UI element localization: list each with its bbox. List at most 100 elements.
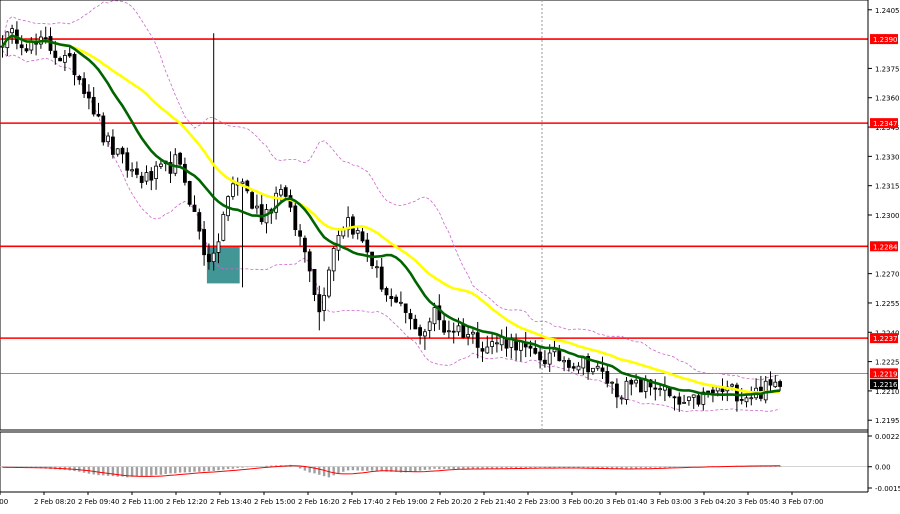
candle-body [293, 205, 298, 231]
candle-body [418, 327, 423, 336]
candle-body [158, 163, 163, 167]
candle-body [149, 171, 154, 181]
x-tick-label: 2 Feb 23:00 [518, 498, 559, 506]
candle-body [711, 389, 715, 394]
candle-body [72, 53, 77, 75]
x-tick-label: 2 Feb 12:20 [166, 498, 207, 506]
candle-body [230, 183, 235, 197]
candle-body [475, 332, 480, 348]
candle-body [706, 390, 710, 393]
candle-body [403, 303, 408, 313]
candle-body [427, 321, 432, 331]
candle-body [331, 248, 336, 272]
candle-body [615, 383, 619, 398]
candle-body [763, 380, 768, 401]
candle-body [643, 379, 648, 392]
candle-body [111, 136, 115, 155]
candle-body [576, 365, 581, 371]
candle-body [461, 323, 466, 338]
x-tick-label: 2 Feb 21:40 [474, 498, 515, 506]
candle-body [557, 349, 562, 362]
bollinger-upper [2, 0, 781, 381]
price-line-label-bg [870, 368, 898, 379]
candle-body [639, 378, 643, 393]
candle-body [485, 346, 490, 354]
candle-body [139, 175, 144, 183]
candle-body [672, 396, 677, 399]
candle-body [494, 342, 499, 345]
candle-body [307, 251, 312, 272]
candle-body [528, 345, 533, 349]
candle-body [96, 113, 101, 117]
y-tick-label: 1.2195 [875, 417, 900, 425]
candle-body [749, 397, 754, 400]
price-line-label: 1.2219 [873, 370, 898, 378]
x-tick-label: 2 Feb 20:20 [430, 498, 471, 506]
candle-body [595, 365, 600, 369]
candle-body [374, 266, 379, 269]
candle-body [43, 37, 48, 40]
price-axis-bg [868, 0, 900, 510]
osc-y-tick-label: 0.00 [875, 464, 891, 472]
candle-body [125, 152, 130, 171]
candle-body [240, 181, 245, 185]
candle-body [480, 348, 485, 352]
candle-body [130, 169, 135, 172]
candle-body [466, 334, 471, 338]
candle-body [701, 391, 706, 405]
candle-body [720, 388, 725, 393]
candle-body [77, 76, 82, 81]
candle-body [682, 402, 686, 404]
x-tick-label: 2 Feb 17:40 [342, 498, 383, 506]
candle-body [451, 330, 456, 333]
candle-body [192, 204, 197, 212]
candle-body [178, 152, 183, 165]
candle-body [538, 351, 542, 361]
candle-body [432, 307, 437, 325]
candle-body [408, 313, 413, 320]
candle-body [216, 241, 221, 253]
candle-body [144, 172, 149, 182]
candle-body [730, 384, 734, 387]
candle-body [653, 387, 658, 390]
y-tick-label: 1.2210 [875, 388, 900, 396]
candle-body [543, 359, 547, 365]
candle-body [134, 168, 139, 175]
candle-body [562, 360, 566, 363]
candle-body [206, 253, 211, 263]
candle-body [91, 96, 96, 115]
candle-body [437, 305, 442, 321]
x-tick-label: 2 Feb 09:40 [78, 498, 119, 506]
candle-body [106, 135, 110, 143]
candle-body [696, 395, 701, 405]
x-tick-label: 3 Feb 05:40 [738, 498, 779, 506]
x-tick-label: 3 Feb 00:20 [562, 498, 603, 506]
candle-body [278, 189, 283, 196]
y-tick-label: 1.2405 [875, 7, 900, 15]
osc-y-tick-label: 0.00221 [875, 433, 900, 441]
x-tick-label: 07:00 [0, 498, 8, 506]
candle-body [422, 331, 427, 337]
candle-body [591, 367, 595, 373]
x-tick-label: 3 Feb 03:00 [650, 498, 691, 506]
candle-body [326, 269, 331, 297]
y-tick-label: 1.2360 [875, 95, 900, 103]
candle-body [658, 388, 662, 391]
level-label: 1.2390 [873, 36, 898, 44]
candle-body [600, 367, 605, 372]
candle-body [778, 381, 782, 387]
candle-body [312, 269, 317, 295]
candle-body [519, 341, 523, 351]
candle-body [168, 162, 173, 174]
candle-body [446, 330, 451, 333]
candle-body [274, 192, 279, 213]
highlight-zone [206, 246, 240, 284]
candle-body [250, 192, 255, 209]
candle-body [735, 384, 739, 402]
y-tick-label: 1.2300 [875, 212, 900, 220]
candle-body [63, 55, 67, 63]
candle-body [442, 320, 447, 333]
y-tick-label: 1.2375 [875, 65, 900, 73]
y-tick-label: 1.2255 [875, 300, 900, 308]
